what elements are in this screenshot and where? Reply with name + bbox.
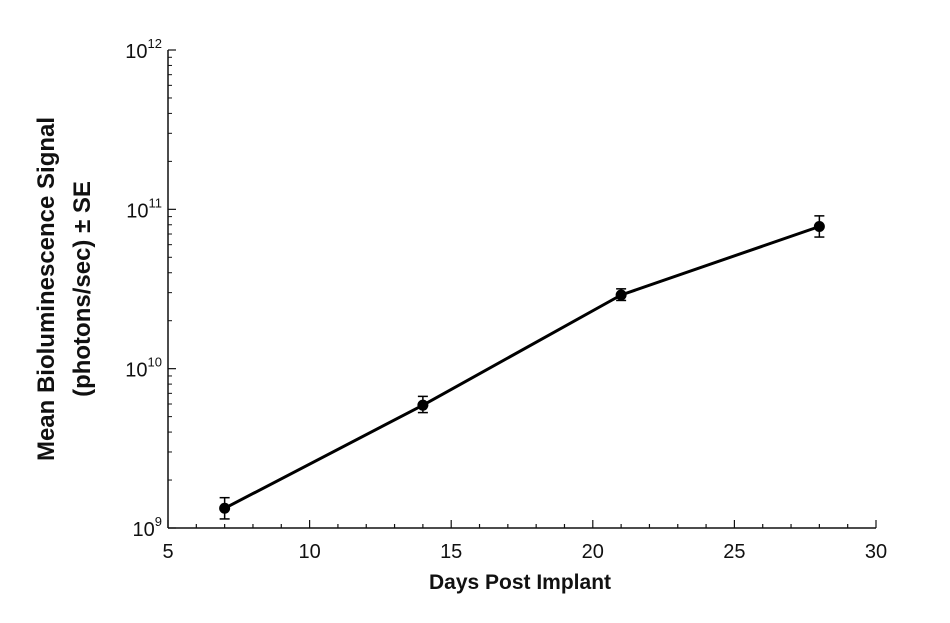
x-tick-label: 20: [582, 541, 604, 563]
y-tick-label: 1011: [126, 195, 162, 222]
x-tick-label: 30: [865, 541, 887, 563]
x-ticks: 5 10 15 20 25 30: [162, 520, 887, 563]
x-tick-label: 10: [298, 541, 320, 563]
data-point: [219, 502, 231, 514]
series: [219, 215, 825, 520]
x-tick-label: 5: [162, 541, 173, 563]
y-axis-title-line1: Mean Bioluminescence Signal: [33, 117, 60, 461]
x-axis-title: Days Post Implant: [429, 571, 611, 594]
y-tick-label: 1012: [125, 36, 162, 63]
axes: [167, 50, 876, 529]
series-line: [223, 225, 820, 510]
data-point: [615, 289, 627, 301]
data-point: [813, 221, 825, 233]
x-tick-label: 25: [723, 541, 745, 563]
y-axis-title-line2: (photons/sec) ± SE: [69, 181, 96, 397]
y-tick-label: 1010: [125, 355, 162, 382]
x-tick-label: 15: [440, 541, 462, 563]
y-ticks: 109 1010 1011 1012: [125, 36, 176, 541]
y-tick-label: 109: [133, 514, 162, 541]
data-point: [417, 399, 429, 411]
